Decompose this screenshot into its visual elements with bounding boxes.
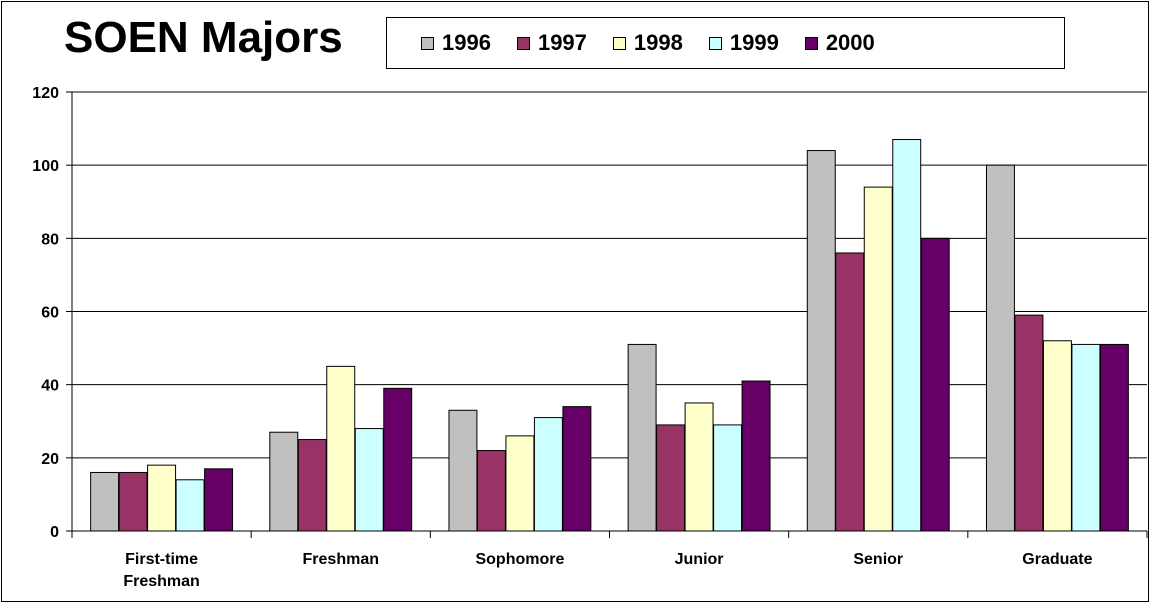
legend: 1996 1997 1998 1999 2000	[386, 17, 1065, 69]
y-tick-label-0: 0	[50, 524, 59, 541]
bar-1996-graduate	[985, 164, 1015, 532]
x-category-label: First-time	[125, 551, 198, 568]
chart-title: SOEN Majors	[64, 13, 343, 62]
legend-item-1998: 1998	[612, 30, 683, 56]
x-category-labels: First-time Freshman Freshman Sophomore Junio…	[123, 551, 1092, 590]
bars	[90, 139, 1129, 532]
y-tick-label-40: 40	[41, 378, 59, 395]
gridlines	[72, 91, 1147, 459]
legend-swatch-1998	[612, 36, 626, 50]
legend-swatch-1997	[516, 36, 530, 50]
y-tick-labels: 0 20 40 60 80 100 120	[32, 85, 59, 541]
bar-1997-graduate	[1014, 314, 1044, 532]
bar-1999-graduate	[1071, 343, 1101, 532]
legend-label-2000: 2000	[825, 30, 875, 55]
bar-1997-junior	[656, 424, 686, 532]
bar-2000-junior	[741, 380, 771, 532]
x-category-label: Junior	[675, 551, 724, 568]
bar-1997-freshman	[297, 439, 327, 532]
y-tick-label-60: 60	[41, 305, 59, 322]
legend-item-1999: 1999	[708, 30, 779, 56]
y-tick-label-80: 80	[41, 231, 59, 248]
legend-label-1996: 1996	[442, 30, 491, 55]
legend-swatch-1999	[708, 36, 722, 50]
y-tick-label-100: 100	[32, 158, 59, 175]
x-category-label: Freshman	[123, 573, 199, 590]
bar-1997-first-time-freshman	[118, 471, 148, 532]
bar-1999-senior	[892, 139, 922, 532]
bar-1996-first-time-freshman	[90, 471, 120, 532]
bar-1998-sophomore	[505, 435, 535, 532]
bar-1999-first-time-freshman	[175, 479, 205, 532]
bar-1996-senior	[806, 150, 836, 532]
bar-1999-freshman	[354, 428, 384, 532]
bar-1998-freshman	[326, 365, 356, 532]
bar-1998-first-time-freshman	[147, 464, 177, 532]
bar-1996-sophomore	[448, 409, 478, 532]
x-category-label: Senior	[853, 551, 903, 568]
legend-swatch-1996	[421, 36, 434, 50]
y-tick-label-120: 120	[32, 85, 59, 102]
legend-item-2000: 2000	[804, 30, 875, 56]
bar-1998-senior	[863, 186, 893, 532]
y-tick-label-20: 20	[41, 451, 59, 468]
bar-1999-junior	[713, 424, 743, 532]
legend-label-1998: 1998	[633, 30, 683, 55]
x-category-label: Graduate	[1022, 551, 1092, 568]
bar-1996-junior	[627, 343, 657, 532]
bar-1998-junior	[684, 402, 714, 532]
legend-swatch-2000	[804, 36, 818, 50]
axes	[66, 91, 1148, 538]
bar-1999-sophomore	[533, 417, 563, 532]
bar-2000-first-time-freshman	[204, 468, 234, 532]
legend-label-1999: 1999	[729, 30, 779, 55]
bar-1996-freshman	[269, 431, 299, 532]
legend-item-1996: 1996	[421, 30, 491, 56]
bar-2000-sophomore	[562, 406, 592, 532]
bar-1997-sophomore	[476, 450, 506, 532]
legend-label-1997: 1997	[537, 30, 587, 55]
bar-1998-graduate	[1042, 340, 1072, 532]
x-category-label: Sophomore	[475, 551, 564, 568]
bar-2000-senior	[920, 237, 950, 532]
bar-2000-freshman	[383, 387, 413, 532]
bar-2000-graduate	[1099, 343, 1129, 532]
bar-1997-senior	[835, 252, 865, 532]
x-category-label: Freshman	[303, 551, 379, 568]
legend-item-1997: 1997	[516, 30, 587, 56]
